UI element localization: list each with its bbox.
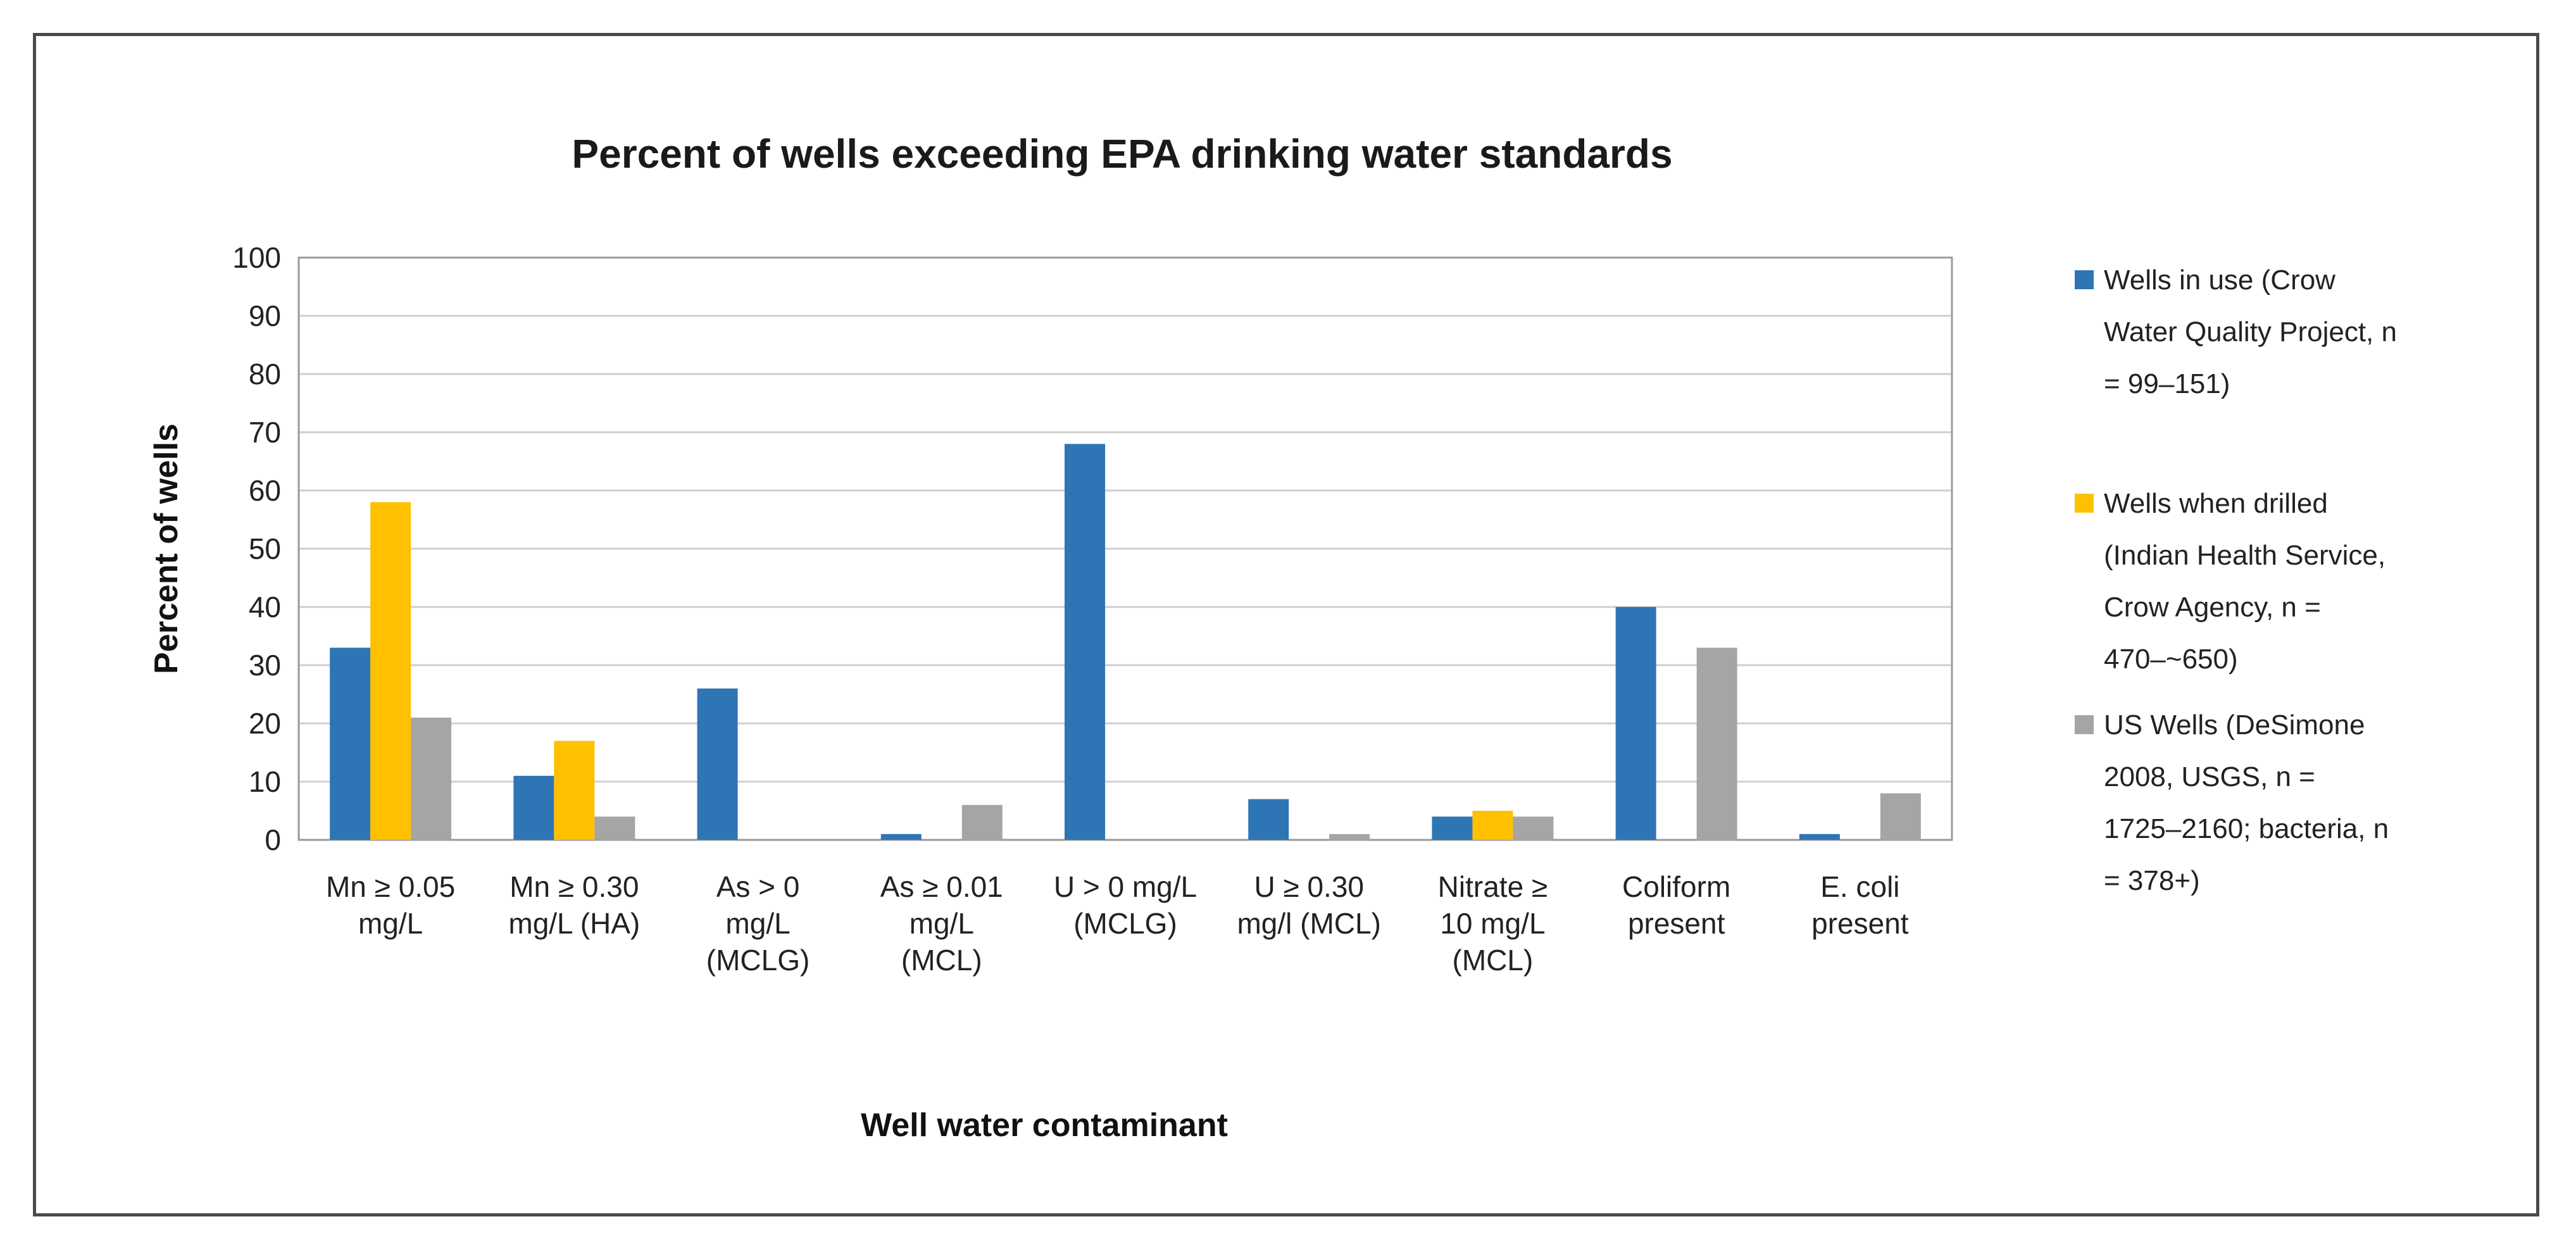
legend-item: Wells when drilled (Indian Health Service…: [2075, 488, 2385, 675]
x-axis-label: Well water contaminant: [861, 1107, 1228, 1144]
legend-swatch: [2075, 494, 2094, 513]
x-category-label: As ≥ 0.01 mg/L (MCL): [880, 870, 1003, 977]
x-category-label: Nitrate ≥10 mg/L (MCL): [1438, 870, 1548, 977]
bar: [1432, 816, 1473, 840]
x-category-label: U ≥ 0.30 mg/l (MCL): [1237, 870, 1380, 940]
bar: [554, 741, 595, 840]
y-tick-label: 80: [249, 358, 281, 391]
bar: [880, 834, 922, 840]
bar: [1880, 793, 1921, 840]
bar: [1248, 799, 1289, 840]
x-category-label: Mn ≥ 0.30 mg/L (HA): [508, 870, 640, 940]
bar: [1329, 834, 1370, 840]
legend-item: US Wells (DeSimone 2008, USGS, n = 1725–21…: [2075, 709, 2389, 896]
y-axis-label: Percent of wells: [148, 423, 185, 674]
bar: [697, 688, 738, 840]
bar: [330, 647, 371, 840]
legend-swatch: [2075, 270, 2094, 289]
bar: [513, 775, 554, 840]
bar: [411, 717, 452, 840]
bar: [1615, 607, 1656, 840]
bar: [961, 804, 1003, 840]
y-tick-label: 70: [249, 416, 281, 449]
chart-title: Percent of wells exceeding EPA drinking …: [572, 131, 1672, 177]
bar: [594, 816, 635, 840]
bar: [1799, 834, 1840, 840]
bar: [1065, 444, 1105, 840]
y-tick-label: 90: [249, 299, 281, 332]
bar: [1696, 647, 1737, 840]
y-tick-label: 60: [249, 474, 281, 507]
y-tick-label: 50: [249, 532, 281, 565]
plot-area: [297, 256, 1953, 841]
legend-label: Wells in use (Crow Water Quality Project,…: [2104, 265, 2397, 399]
legend-item: Wells in use (Crow Water Quality Project,…: [2075, 265, 2397, 399]
chart-frame: [33, 33, 2539, 1216]
legend-label: US Wells (DeSimone 2008, USGS, n = 1725–21…: [2104, 709, 2389, 896]
bar: [370, 502, 411, 840]
y-tick-label: 100: [232, 241, 281, 274]
y-tick-label: 20: [249, 707, 281, 740]
legend-label: Wells when drilled (Indian Health Service…: [2104, 488, 2385, 675]
legend: Wells in use (Crow Water Quality Project,…: [2075, 265, 2397, 896]
x-axis-categories: Mn ≥ 0.05 mg/L Mn ≥ 0.30 mg/L (HA) As > 0 mg/…: [326, 870, 1909, 977]
x-category-label: Coliform present: [1622, 870, 1730, 940]
x-category-label: Mn ≥ 0.05 mg/L: [326, 870, 455, 940]
y-tick-label: 30: [249, 649, 281, 682]
y-tick-label: 40: [249, 591, 281, 623]
x-category-label: As > 0 mg/L (MCLG): [706, 870, 810, 977]
bar: [1513, 816, 1554, 840]
bars: [330, 444, 1921, 840]
y-axis-ticks: 0 10 20 30 40 50 60 70 80 90 100: [232, 241, 281, 856]
y-tick-label: 0: [265, 823, 281, 856]
legend-swatch: [2075, 715, 2094, 734]
bar: [1472, 811, 1513, 840]
y-tick-label: 10: [249, 765, 281, 798]
x-category-label: U > 0 mg/L (MCLG): [1054, 870, 1197, 940]
x-category-label: E. coli present: [1811, 870, 1909, 940]
